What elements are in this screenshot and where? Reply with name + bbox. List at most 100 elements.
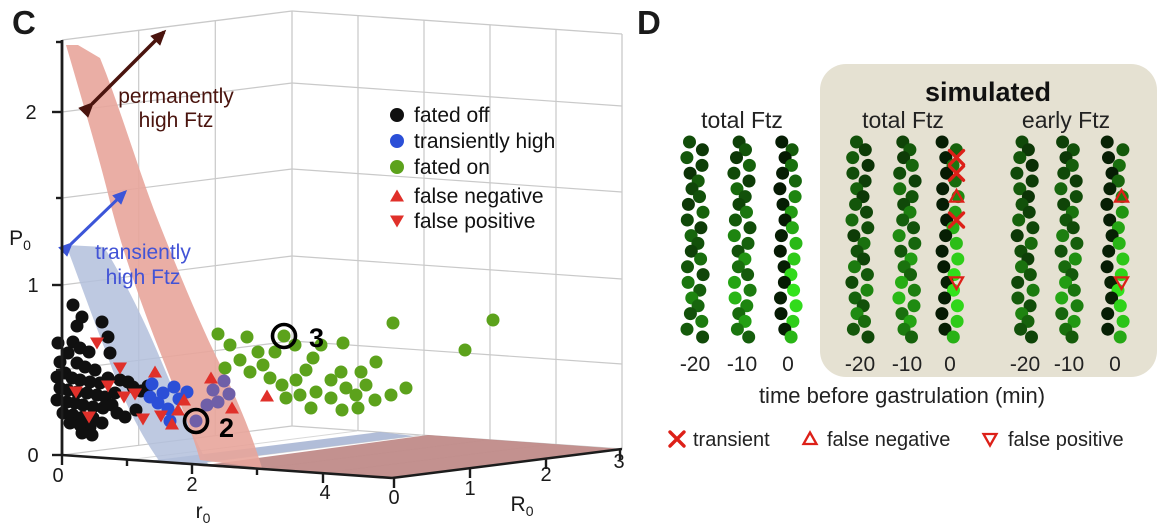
ftz-dot (1101, 307, 1115, 321)
ftz-dot (773, 244, 787, 258)
r0-axis-label: r0 (196, 500, 211, 526)
r0-tick-label: 2 (186, 474, 197, 496)
scatter-point-fated-off (61, 346, 75, 360)
scatter-point-transiently-high (145, 377, 159, 391)
ftz-dot (1069, 174, 1083, 188)
legend-label: false positive (414, 210, 535, 233)
ftz-dot (774, 229, 788, 243)
false-positive-marker (948, 276, 965, 292)
scatter-point-false-negative (177, 393, 191, 406)
ftz-dot (1067, 314, 1081, 328)
scatter-point-fated-on (336, 336, 350, 350)
scatter-point-false-negative (148, 365, 162, 378)
scatter-point-fated-off (129, 403, 143, 417)
ftz-dot (1115, 205, 1129, 219)
r0-tick-label: 4 (319, 482, 330, 504)
gridline (61, 168, 293, 199)
scatter-point-false-negative (225, 401, 239, 414)
ftz-dot (849, 197, 863, 211)
scatter-point-fated-off (103, 346, 117, 360)
transient-x-marker (947, 148, 966, 167)
ftz-dot (938, 291, 952, 305)
legend-label: fated off (414, 104, 490, 127)
ftz-dot (905, 330, 918, 344)
ftz-dot (946, 330, 960, 344)
ftz-dot (1116, 252, 1130, 266)
scatter-point-fated-on (324, 373, 338, 387)
gridline (291, 82, 623, 107)
scatter-point-fated-on (293, 388, 307, 402)
ftz-dot (950, 314, 964, 328)
ftz-dot (1059, 275, 1073, 289)
d-time-tick-label: -20 (680, 353, 710, 376)
ftz-dot (1023, 268, 1037, 282)
d-legend-label: false negative (827, 429, 950, 451)
scatter-point-fated-on (289, 373, 303, 387)
ftz-dot (1069, 190, 1083, 204)
R0-tick-label: 0 (388, 487, 399, 509)
ftz-dot (786, 314, 800, 328)
false-negative-marker (948, 187, 965, 203)
scatter-point-fated-on (288, 338, 302, 352)
scatter-point-transiently-high-behind-surface- (189, 414, 203, 428)
arrow-permanently-high (78, 29, 167, 118)
ftz-dot (892, 291, 906, 305)
scatter-point-fated-off (75, 426, 89, 440)
ftz-dot (907, 299, 921, 313)
ftz-dot (1025, 158, 1039, 172)
ftz-dot (1023, 299, 1037, 313)
callout-number-2: 2 (219, 413, 234, 443)
legend-marker-circle (390, 108, 404, 122)
ftz-dot (860, 268, 874, 282)
d-time-tick-label: 0 (782, 353, 794, 376)
ftz-dot (743, 221, 757, 235)
ftz-dot (936, 197, 950, 211)
ftz-dot (1070, 299, 1084, 313)
ftz-dot (893, 182, 907, 196)
ftz-dot (728, 213, 742, 227)
ftz-dot (696, 205, 710, 219)
scatter-point-transiently-high-behind-surface- (211, 395, 225, 409)
scatter-point-fated-off (108, 386, 122, 400)
ftz-dot (727, 166, 741, 180)
scatter-point-transiently-high (167, 380, 181, 394)
legend-marker-triangle-up (390, 189, 404, 202)
scatter-point-fated-off (50, 370, 64, 384)
ftz-dot (684, 244, 698, 258)
scatter-point-fated-on (256, 358, 270, 372)
scatter-point-fated-on (359, 378, 373, 392)
ftz-dot (897, 151, 911, 165)
d-time-tick-label: 0 (1109, 353, 1121, 376)
ftz-dot (1013, 151, 1027, 165)
scatter-point-fated-on (324, 391, 338, 405)
scatter-point-fated-on (243, 365, 257, 379)
false-positive-marker (981, 432, 999, 448)
scatter-point-fated-on (223, 338, 237, 352)
scatter-point-fated-on (368, 393, 382, 407)
ftz-dot (776, 166, 790, 180)
ftz-dot (949, 236, 963, 250)
ftz-dot (1112, 236, 1126, 250)
ftz-dot (1025, 330, 1038, 344)
ftz-dot (907, 283, 921, 297)
ftz-dot (740, 205, 753, 219)
ftz-dot (1055, 307, 1069, 321)
ftz-dot (1010, 229, 1024, 243)
scatter-point-transiently-high (156, 386, 170, 400)
scatter-point-fated-on (263, 371, 277, 385)
ftz-dot (846, 322, 860, 336)
ftz-dot (935, 307, 949, 321)
ftz-dot (893, 166, 907, 180)
ftz-dot (742, 158, 756, 172)
ftz-dot (774, 291, 787, 305)
ftz-dot (1011, 291, 1025, 305)
ftz-dot (775, 135, 789, 149)
ftz-dot (857, 252, 871, 266)
scatter-point-fated-off (85, 428, 99, 442)
ftz-dot (741, 268, 755, 282)
ftz-dot (696, 268, 710, 282)
R0-axis-label: R0 (511, 493, 534, 519)
d-group-label: early Ftz (1022, 107, 1110, 133)
